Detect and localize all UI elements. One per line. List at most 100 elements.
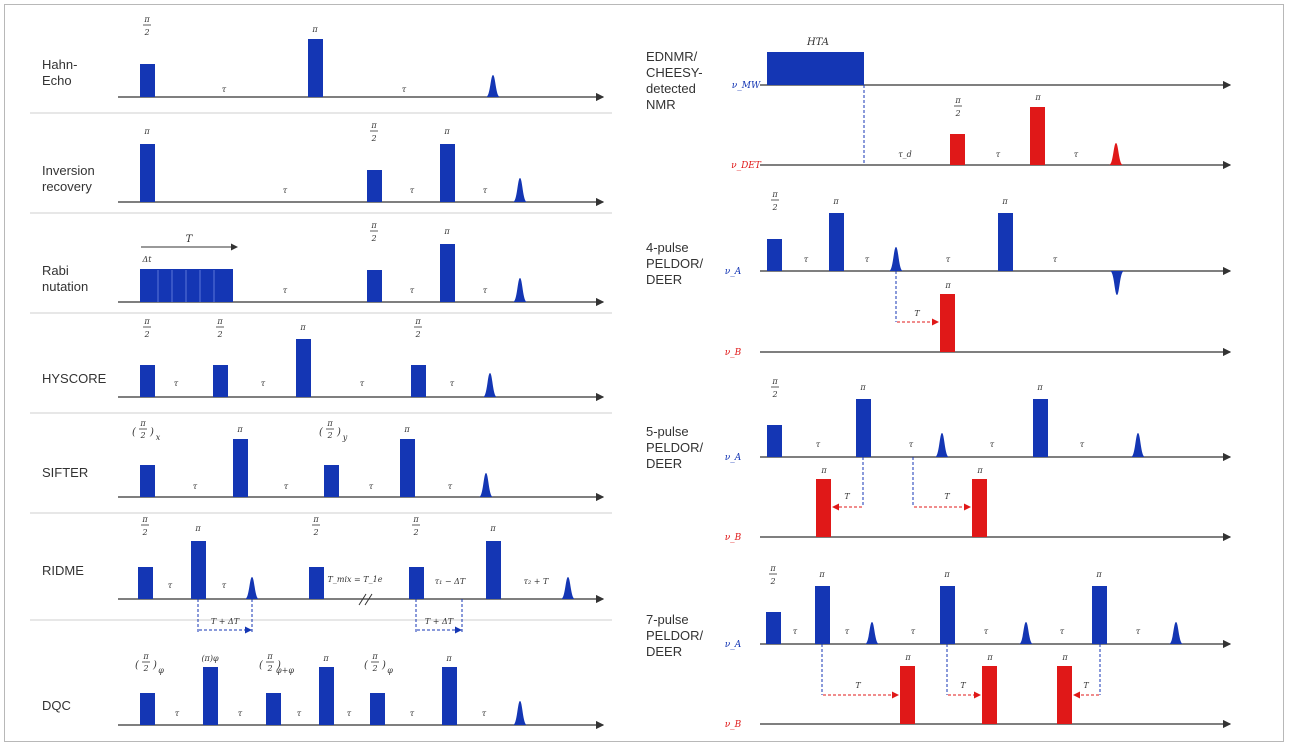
pi-symbol: π	[414, 317, 421, 326]
paren-open: (	[132, 427, 137, 438]
right-sequence-labels: EDNMR/CHEESY-detectedNMR4-pulsePELDOR/DE…	[646, 49, 703, 659]
sequence-label-deer5: PELDOR/	[646, 440, 703, 455]
sequence-label-hyscore: HYSCORE	[42, 371, 107, 386]
sequence-label-ednmr: NMR	[646, 97, 676, 112]
pi-symbol: π	[820, 466, 827, 475]
pulse	[409, 567, 424, 599]
pulse	[486, 541, 501, 599]
symbol-label: HTA	[806, 37, 829, 48]
half-symbol: 2	[771, 203, 777, 212]
pi-symbol: π	[943, 570, 950, 579]
echo-signal	[889, 247, 903, 271]
symbol-label: τ	[222, 581, 227, 590]
symbol-label: τ	[238, 709, 243, 718]
pi-symbol: π	[370, 221, 377, 230]
sequence-label-deer7: PELDOR/	[646, 628, 703, 643]
symbol-label: T	[914, 309, 920, 318]
pulse	[972, 479, 987, 537]
pi-symbol: π	[1034, 93, 1041, 102]
pulse	[296, 339, 311, 397]
half-symbol: 2	[312, 528, 318, 537]
pulse	[816, 479, 831, 537]
pi-symbol: π	[412, 515, 419, 524]
echo-signal	[245, 577, 259, 599]
symbol-label: T	[855, 681, 861, 690]
sequence-label-deer7: DEER	[646, 644, 682, 659]
half-symbol: 2	[326, 431, 332, 440]
symbol-label: τ	[1136, 627, 1141, 636]
pi-symbol: π	[443, 227, 450, 236]
pulse	[370, 693, 385, 725]
symbol-label: τ	[804, 255, 809, 264]
paren-open: (	[259, 660, 264, 671]
symbol-label: (π)φ	[201, 654, 219, 663]
pi-symbol: π	[403, 425, 410, 434]
symbol-label: τ	[402, 85, 407, 94]
half-symbol: 2	[139, 431, 145, 440]
phase-subscript: y	[342, 433, 348, 442]
symbol-label: τ	[193, 482, 198, 491]
sequence-label-deer4: 4-pulse	[646, 240, 689, 255]
sequence-label-rabi: nutation	[42, 279, 88, 294]
pulse	[203, 667, 218, 725]
pulse	[766, 612, 781, 644]
channel-label: ν_A	[725, 640, 742, 650]
pi-symbol: π	[1095, 570, 1102, 579]
sequence-label-dqc: DQC	[42, 698, 71, 713]
pi-symbol: π	[194, 524, 201, 533]
pulse	[1030, 107, 1045, 165]
symbol-label: τ	[410, 186, 415, 195]
echo-signal	[513, 178, 527, 202]
pulse	[940, 294, 955, 352]
pulse	[140, 365, 155, 397]
figure-frame	[4, 4, 1284, 742]
channel-label: ν_B	[725, 533, 742, 543]
channel-label: ν_B	[725, 720, 742, 730]
pi-symbol: π	[769, 564, 776, 573]
symbol-label: T	[844, 492, 850, 501]
sequence-label-deer5: 5-pulse	[646, 424, 689, 439]
channel-label: ν_B	[725, 348, 742, 358]
pi-symbol: π	[216, 317, 223, 326]
symbol-label: τ	[984, 627, 989, 636]
phase-subscript: x	[156, 433, 161, 442]
half-symbol: 2	[371, 664, 377, 673]
symbol-label: τ	[297, 709, 302, 718]
half-symbol: 2	[216, 330, 222, 339]
symbol-label: τ	[911, 627, 916, 636]
symbol-label: τ	[448, 482, 453, 491]
sequence-label-deer4: PELDOR/	[646, 256, 703, 271]
symbol-label: τ	[261, 379, 266, 388]
pi-symbol: π	[832, 197, 839, 206]
break-mark	[358, 593, 367, 606]
half-symbol: 2	[412, 528, 418, 537]
symbol-label: T + ΔT	[425, 617, 454, 626]
pulse	[900, 666, 915, 724]
pulse	[213, 365, 228, 397]
symbol-label: τ	[1060, 627, 1065, 636]
half-symbol: 2	[414, 330, 420, 339]
paren-open: (	[364, 660, 369, 671]
paren-open: (	[319, 427, 324, 438]
pi-symbol: π	[299, 323, 306, 332]
pulse	[767, 425, 782, 457]
symbol-label: τ	[483, 286, 488, 295]
channel-label: ν_A	[725, 267, 742, 277]
symbol-label: τ	[996, 150, 1001, 159]
symbol-label: τ	[410, 286, 415, 295]
symbol-label: τ	[990, 440, 995, 449]
symbol-label: τ	[1074, 150, 1079, 159]
paren-close: )	[152, 660, 157, 671]
pi-symbol: π	[326, 419, 333, 428]
pi-symbol: π	[771, 377, 778, 386]
echo-signal	[1110, 271, 1124, 295]
echo-signal	[513, 278, 527, 302]
paren-open: (	[135, 660, 140, 671]
sequence-label-ednmr: CHEESY-	[646, 65, 703, 80]
half-symbol: 2	[143, 330, 149, 339]
half-symbol: 2	[370, 234, 376, 243]
pi-symbol: π	[322, 654, 329, 663]
pi-symbol: π	[143, 127, 150, 136]
half-symbol: 2	[143, 28, 149, 37]
